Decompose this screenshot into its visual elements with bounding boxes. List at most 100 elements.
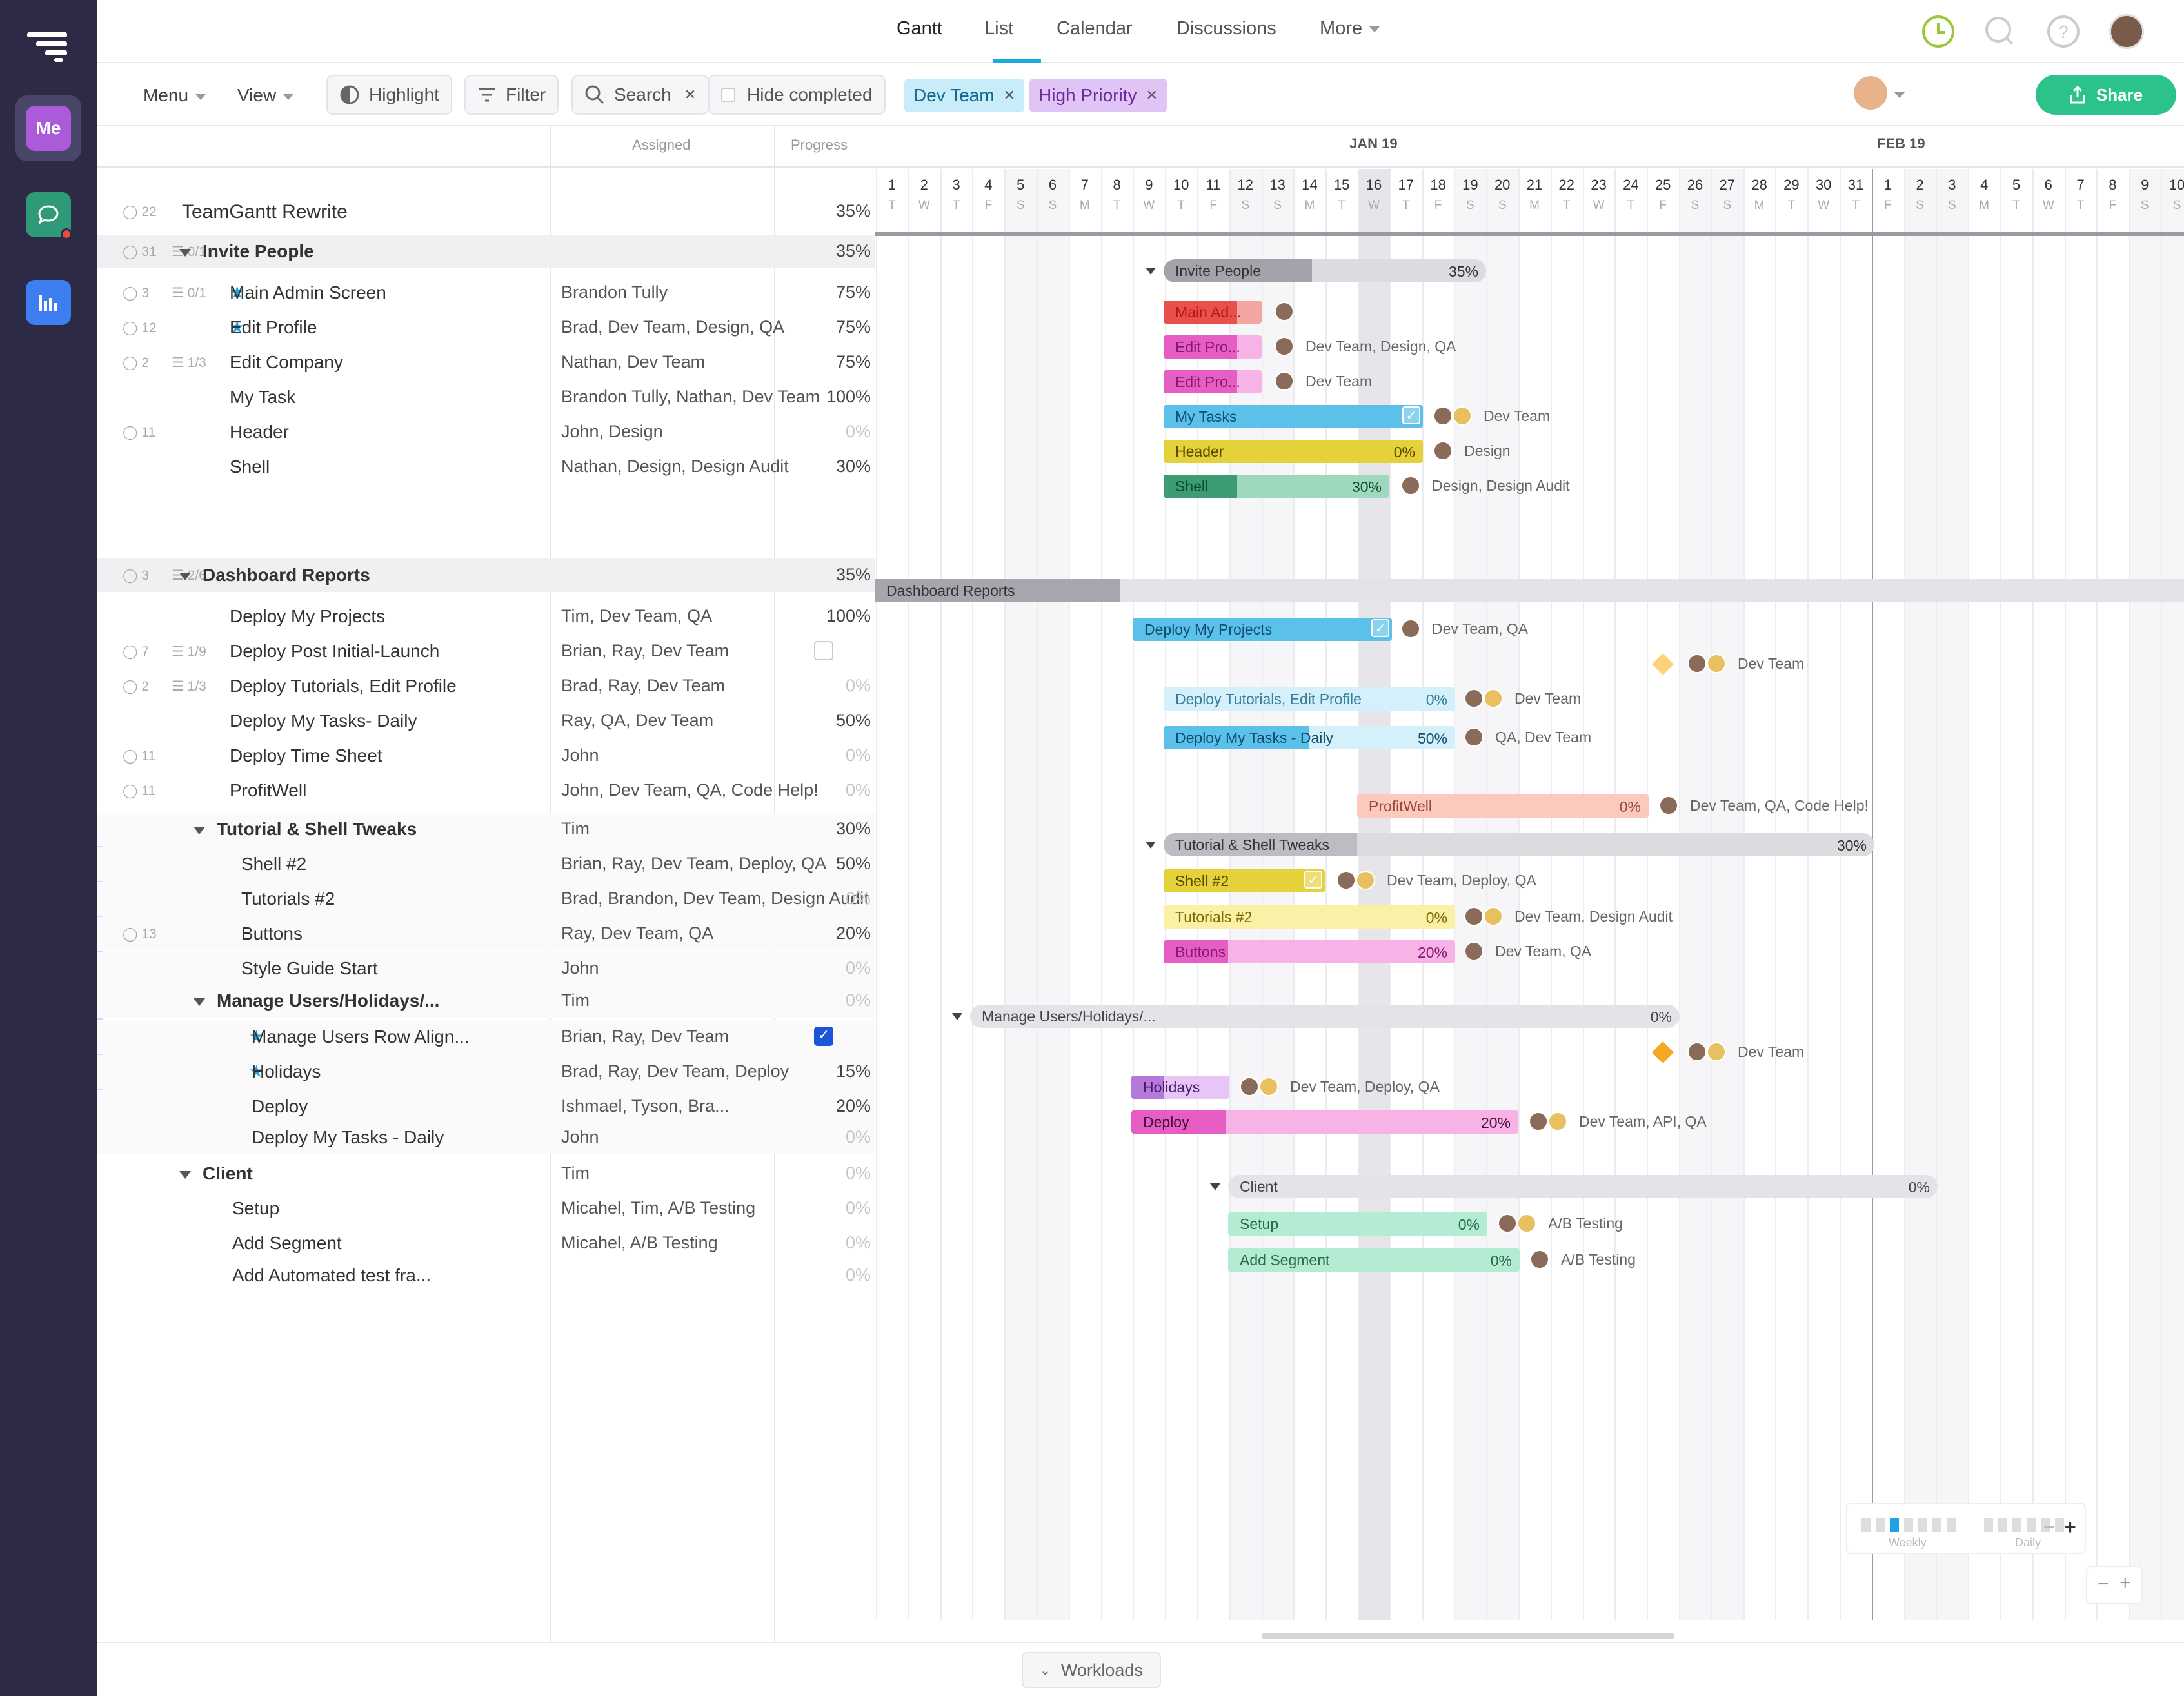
task-progress[interactable]: 0% (845, 889, 871, 908)
task-row[interactable]: ★ Holidays Brad, Ray, Dev Team, Deploy 15% (97, 1055, 875, 1089)
task-progress[interactable]: 100% (826, 387, 871, 406)
comment-count[interactable]: ◯ 7 (123, 644, 149, 660)
task-row[interactable]: Deploy Ishmael, Tyson, Bra... 20% (97, 1090, 875, 1123)
collapse-triangle-icon[interactable] (952, 1013, 962, 1020)
assignee-avatar[interactable] (1464, 727, 1484, 747)
task-name[interactable]: Tutorial & Shell Tweaks (194, 819, 417, 840)
assigned-to[interactable]: Brad, Dev Team, Design, QA (561, 317, 785, 337)
task-bar-main-admin[interactable]: Main Ad... (1164, 301, 1262, 324)
tab-gantt[interactable]: Gantt (897, 18, 942, 39)
task-name[interactable]: Deploy My Tasks - Daily (252, 1127, 444, 1148)
task-row[interactable]: Add Automated test fra... 0% (97, 1259, 875, 1292)
task-name[interactable]: Style Guide Start (241, 958, 378, 979)
teamgantt-logo[interactable] (27, 32, 67, 62)
collapse-triangle-icon[interactable] (1146, 842, 1156, 849)
assignee-avatar[interactable] (1464, 907, 1484, 926)
task-row[interactable]: ◯ 2 ☰ 1/3 Deploy Tutorials, Edit Profile Br… (97, 669, 875, 703)
comment-count[interactable]: ◯ 12 (123, 320, 157, 336)
task-bar-deploy-my-projects[interactable]: Deploy My Projects ✓ (1133, 618, 1392, 641)
menu-dropdown[interactable]: Menu (143, 85, 207, 106)
task-row[interactable]: ◯ 12 ★ Edit Profile Brad, Dev Team, Design,… (97, 311, 875, 344)
comment-count[interactable]: ◯ 13 (123, 926, 157, 942)
task-name[interactable]: Deploy Tutorials, Edit Profile (230, 676, 457, 696)
task-row[interactable]: ◯ 3 ☰ 2/6 Dashboard Reports 35% (97, 558, 875, 592)
checkbox-icon[interactable]: ✓ (1402, 406, 1420, 424)
task-name[interactable]: ProfitWell (230, 780, 306, 801)
chat-button[interactable] (15, 182, 81, 248)
view-dropdown[interactable]: View (237, 85, 295, 106)
assignee-avatar[interactable] (1401, 619, 1420, 638)
task-name[interactable]: Header (230, 422, 289, 442)
comment-count[interactable]: ◯ 11 (123, 748, 155, 764)
assignee-avatar[interactable] (1484, 689, 1503, 708)
collaborator-avatar[interactable] (1854, 76, 1887, 110)
assigned-to[interactable]: John (561, 1127, 599, 1147)
task-name[interactable]: Edit Profile (230, 317, 317, 338)
task-progress[interactable]: 35% (835, 565, 871, 584)
task-name[interactable]: Add Segment (232, 1233, 342, 1254)
assignee-avatar[interactable] (1464, 689, 1484, 708)
search-icon[interactable] (1983, 14, 2018, 49)
task-progress[interactable]: 35% (835, 241, 871, 261)
assigned-to[interactable]: Ray, QA, Dev Team (561, 711, 714, 730)
collapse-triangle-icon[interactable] (179, 248, 191, 257)
task-name[interactable]: Manage Users Row Align... (252, 1027, 470, 1047)
task-row[interactable]: Tutorial & Shell Tweaks Tim 30% (97, 813, 875, 846)
task-progress[interactable]: 75% (835, 282, 871, 302)
task-progress[interactable]: 0% (845, 1163, 871, 1183)
assignee-avatar[interactable] (1707, 1042, 1726, 1061)
assigned-to[interactable]: Micahel, A/B Testing (561, 1233, 718, 1252)
assigned-to[interactable]: John, Dev Team, QA, Code Help! (561, 780, 819, 800)
chevron-down-icon[interactable] (1894, 92, 1905, 98)
task-progress[interactable]: 0% (845, 780, 871, 800)
assigned-to[interactable]: Ray, Dev Team, QA (561, 923, 714, 943)
task-bar-holidays[interactable]: Holidays (1131, 1076, 1229, 1099)
task-row[interactable]: Add Segment Micahel, A/B Testing 0% (97, 1227, 875, 1260)
assigned-to[interactable]: Tim (561, 991, 590, 1010)
task-progress[interactable]: 75% (835, 317, 871, 337)
help-icon[interactable]: ? (2046, 14, 2081, 49)
assigned-column-header[interactable]: Assigned (632, 137, 691, 153)
checklist-count[interactable]: ☰ 1/3 (172, 678, 206, 695)
task-bar-edit-company[interactable]: Edit Pro... (1164, 370, 1262, 393)
task-bar-add-segment[interactable]: Add Segment 0% (1228, 1248, 1520, 1272)
collapse-triangle-icon[interactable] (1146, 268, 1156, 275)
task-name[interactable]: Main Admin Screen (230, 282, 386, 303)
assignee-avatar[interactable] (1484, 907, 1503, 926)
assignee-avatar[interactable] (1336, 871, 1356, 890)
collapse-triangle-icon[interactable] (179, 572, 191, 580)
task-name[interactable]: Deploy Time Sheet (230, 745, 382, 766)
user-avatar[interactable] (2109, 14, 2144, 49)
assignee-avatar[interactable] (1433, 441, 1453, 460)
task-bar-deploy-daily[interactable]: Deploy My Tasks - Daily 50% (1164, 726, 1455, 749)
assigned-to[interactable]: Brian, Ray, Dev Team (561, 641, 730, 660)
assigned-to[interactable]: John, Design (561, 422, 663, 441)
task-progress[interactable]: 20% (835, 923, 871, 943)
task-bar-my-tasks[interactable]: My Tasks ✓ (1164, 405, 1423, 428)
task-bar-tutorials-2[interactable]: Tutorials #2 0% (1164, 905, 1455, 929)
task-row[interactable]: Setup Micahel, Tim, A/B Testing 0% (97, 1192, 875, 1225)
task-row[interactable]: Shell Nathan, Design, Design Audit 30% (97, 450, 875, 484)
tab-discussions[interactable]: Discussions (1176, 18, 1276, 39)
assignee-avatar[interactable] (1707, 654, 1726, 673)
task-progress[interactable]: 30% (835, 457, 871, 476)
assigned-to[interactable]: Brian, Ray, Dev Team, Deploy, QA (561, 854, 827, 873)
task-row[interactable]: ◯ 13 Buttons Ray, Dev Team, QA 20% (97, 917, 875, 951)
group-bar-manage-users[interactable]: Manage Users/Holidays/... 0% (970, 1005, 1680, 1028)
task-name[interactable]: Shell (230, 457, 270, 477)
assignee-avatar[interactable] (1498, 1214, 1517, 1233)
workloads-button[interactable]: ⌄ Workloads (1022, 1652, 1161, 1688)
group-bar-tutorial-shell-tweaks[interactable]: Tutorial & Shell Tweaks 30% (1164, 833, 1874, 856)
project-row[interactable]: ◯ 22 TeamGantt Rewrite 35% (97, 195, 875, 228)
task-bar-deploy[interactable]: Deploy 20% (1131, 1110, 1518, 1134)
weekly-zoom-levels[interactable] (1861, 1518, 1956, 1532)
task-row[interactable]: ◯ 31 ☰ 0/1 Invite People 35% (97, 235, 875, 268)
highlight-button[interactable]: Highlight (326, 75, 452, 115)
assignee-avatar[interactable] (1548, 1112, 1567, 1131)
task-name[interactable]: Deploy My Projects (230, 606, 385, 627)
task-progress[interactable]: 30% (835, 819, 871, 838)
close-icon[interactable]: ✕ (1146, 87, 1158, 103)
daily-zoom-levels[interactable] (1984, 1518, 2064, 1532)
assigned-to[interactable]: Brad, Ray, Dev Team (561, 676, 726, 695)
task-name[interactable]: Edit Company (230, 352, 343, 373)
